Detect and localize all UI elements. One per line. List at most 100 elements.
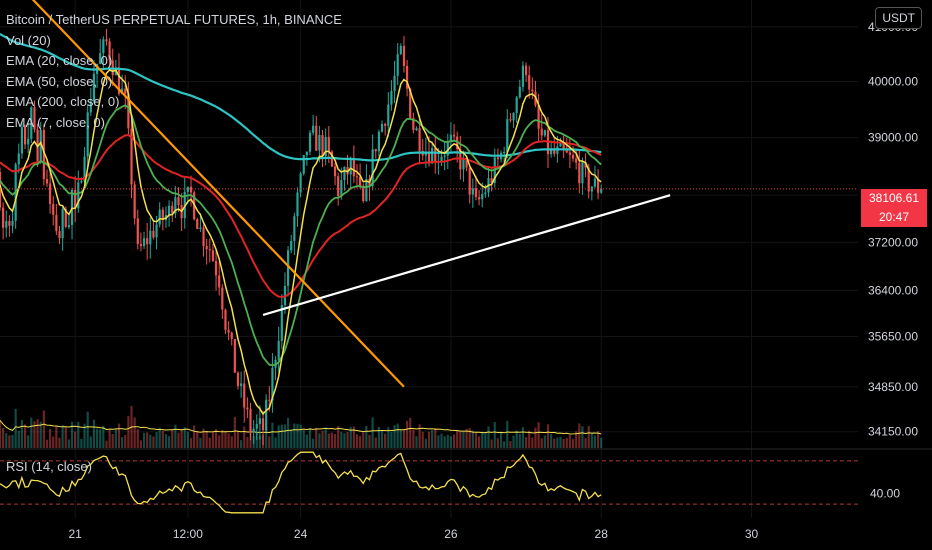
volume-bar bbox=[396, 423, 399, 448]
volume-bar bbox=[193, 425, 196, 448]
candle-body bbox=[302, 155, 305, 174]
volume-bar bbox=[243, 426, 246, 448]
candle-body bbox=[161, 209, 164, 220]
volume-bar bbox=[359, 436, 362, 448]
volume-bar bbox=[390, 431, 393, 448]
candle-body bbox=[136, 218, 139, 244]
volume-bar bbox=[302, 430, 305, 448]
legend-ema-50[interactable]: EMA (50, close, 0) bbox=[6, 73, 113, 89]
candle-body bbox=[5, 221, 8, 228]
candle-body bbox=[86, 112, 89, 157]
candle-body bbox=[108, 41, 111, 61]
candle-body bbox=[117, 67, 121, 94]
price-tick-label: 35650.00 bbox=[868, 330, 918, 344]
volume-bar bbox=[478, 436, 481, 448]
volume-bar bbox=[64, 426, 67, 448]
volume-bar bbox=[452, 434, 456, 448]
candle-body bbox=[524, 65, 528, 76]
candle-body bbox=[49, 183, 52, 204]
volume-bar bbox=[45, 439, 49, 448]
volume-bar bbox=[424, 438, 427, 448]
volume-bar bbox=[95, 428, 99, 448]
legend-title[interactable]: Bitcoin / TetherUS PERPETUAL FUTURES, 1h… bbox=[6, 12, 342, 27]
candle-body bbox=[33, 107, 36, 130]
chart-legend: Bitcoin / TetherUS PERPETUAL FUTURES, 1h… bbox=[6, 10, 342, 133]
candle-body bbox=[243, 383, 246, 408]
candle-body bbox=[509, 119, 512, 121]
volume-bar bbox=[177, 432, 180, 448]
volume-bar bbox=[515, 430, 518, 448]
volume-bar bbox=[521, 427, 525, 448]
volume-bar bbox=[268, 436, 271, 448]
candle-body bbox=[183, 191, 186, 219]
volume-bar bbox=[52, 436, 55, 448]
candle-body bbox=[2, 207, 5, 228]
volume-bar bbox=[374, 437, 377, 448]
candle-body bbox=[330, 151, 334, 167]
volume-bar bbox=[434, 427, 437, 448]
candle-body bbox=[531, 89, 534, 92]
candle-body bbox=[30, 107, 33, 139]
volume-bar bbox=[324, 427, 327, 448]
volume-bar bbox=[70, 421, 74, 448]
candle-body bbox=[258, 418, 262, 425]
last-price-value: 38106.61 bbox=[868, 191, 920, 205]
candle-body bbox=[327, 136, 330, 152]
candle-body bbox=[540, 128, 543, 136]
time-tick-label: 28 bbox=[595, 527, 609, 541]
currency-button[interactable]: USDT bbox=[875, 7, 922, 29]
volume-bar bbox=[133, 417, 136, 448]
legend-ema-20[interactable]: EMA (20, close, 0) bbox=[6, 53, 113, 68]
candle-body bbox=[61, 208, 64, 239]
candle-body bbox=[593, 178, 597, 187]
price-tick-label: 37200.00 bbox=[868, 235, 918, 249]
legend-ema-7[interactable]: EMA (7, close, 0) bbox=[6, 114, 105, 130]
candle-body bbox=[45, 179, 49, 184]
volume-bar bbox=[346, 431, 349, 448]
price-tick-label: 34850.00 bbox=[868, 380, 918, 394]
volume-bar bbox=[265, 427, 268, 448]
volume-ma-line bbox=[0, 419, 602, 435]
candle-body bbox=[20, 126, 24, 154]
volume-bar bbox=[127, 415, 130, 448]
legend-volume[interactable]: Vol (20) bbox=[6, 32, 51, 48]
volume-bar bbox=[556, 437, 559, 448]
last-price-tag: 38106.61 20:47 bbox=[861, 189, 927, 227]
price-tick-label: 40000.00 bbox=[868, 75, 918, 89]
volume-bar bbox=[412, 429, 415, 448]
legend-ema-200[interactable]: EMA (200, close, 0) bbox=[6, 94, 120, 109]
candle-body bbox=[390, 90, 393, 105]
candle-body bbox=[412, 118, 415, 131]
candle-body bbox=[318, 135, 321, 151]
volume-bars bbox=[0, 406, 603, 448]
volume-bar bbox=[402, 429, 406, 448]
volume-bar bbox=[296, 423, 299, 448]
volume-bar bbox=[92, 419, 96, 448]
volume-bar bbox=[30, 417, 33, 448]
volume-bar bbox=[540, 438, 543, 448]
volume-bar bbox=[202, 428, 205, 448]
volume-bar bbox=[565, 437, 568, 448]
candle-body bbox=[384, 123, 387, 126]
price-tick-label: 39000.00 bbox=[868, 131, 918, 145]
volume-bar bbox=[299, 424, 302, 448]
volume-bar bbox=[349, 426, 352, 448]
rsi-legend[interactable]: RSI (14, close) bbox=[6, 459, 92, 474]
volume-bar bbox=[562, 438, 565, 448]
candle-body bbox=[387, 104, 390, 126]
candle-body bbox=[286, 250, 290, 286]
volume-bar bbox=[221, 429, 224, 448]
candle-body bbox=[600, 188, 603, 193]
candle-body bbox=[446, 141, 449, 156]
candle-body bbox=[543, 130, 546, 136]
volume-bar bbox=[27, 435, 30, 448]
candle-body bbox=[571, 154, 575, 159]
candle-body bbox=[233, 339, 236, 373]
candle-body bbox=[186, 186, 189, 192]
volume-bar bbox=[74, 431, 77, 448]
candle-body bbox=[27, 138, 30, 145]
volume-bar bbox=[312, 438, 315, 448]
volume-bar bbox=[240, 440, 243, 448]
candle-body bbox=[255, 424, 258, 429]
